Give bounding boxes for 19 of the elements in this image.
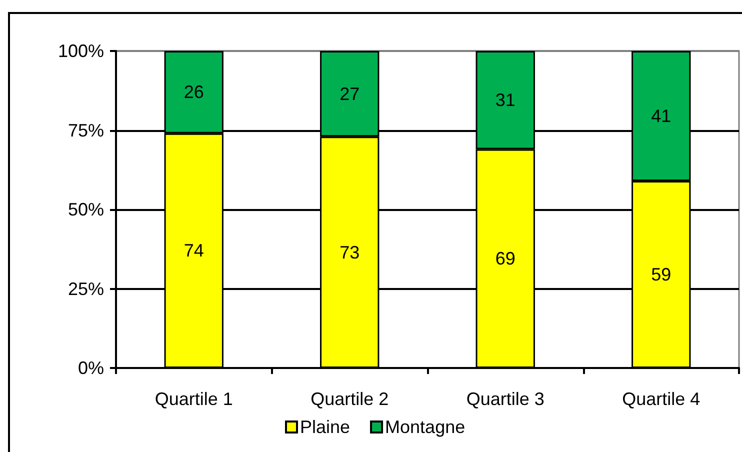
- legend-label: Plaine: [300, 417, 350, 437]
- data-label: 27: [340, 84, 360, 104]
- x-tick-label: Quartile 3: [466, 389, 544, 409]
- legend-label: Montagne: [385, 417, 466, 437]
- y-tick-label: 75%: [68, 120, 104, 140]
- x-tick-label: Quartile 4: [622, 389, 700, 409]
- y-tick-label: 25%: [68, 278, 104, 299]
- data-label: 31: [495, 90, 516, 110]
- x-tick-label: Quartile 2: [310, 389, 389, 409]
- data-label: 73: [340, 242, 360, 262]
- data-label: 26: [184, 82, 204, 102]
- y-tick-label: 100%: [58, 41, 104, 61]
- x-tick-label: Quartile 1: [154, 389, 233, 409]
- data-label: 69: [495, 248, 516, 269]
- data-label: 74: [184, 240, 204, 261]
- data-label: 59: [651, 264, 672, 284]
- data-label: 41: [651, 106, 672, 126]
- y-tick-label: 50%: [68, 200, 104, 220]
- y-tick-label: 0%: [78, 358, 104, 378]
